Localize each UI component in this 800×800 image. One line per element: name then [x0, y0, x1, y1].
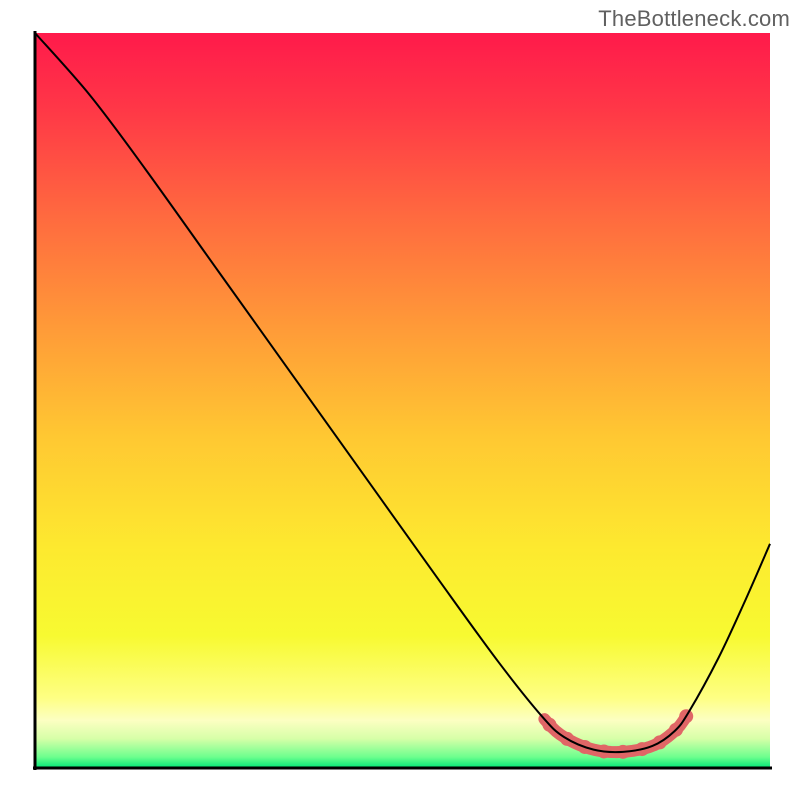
chart-svg [0, 0, 800, 800]
plot-background [35, 33, 770, 768]
bottleneck-chart: TheBottleneck.com [0, 0, 800, 800]
watermark-label: TheBottleneck.com [598, 6, 790, 32]
